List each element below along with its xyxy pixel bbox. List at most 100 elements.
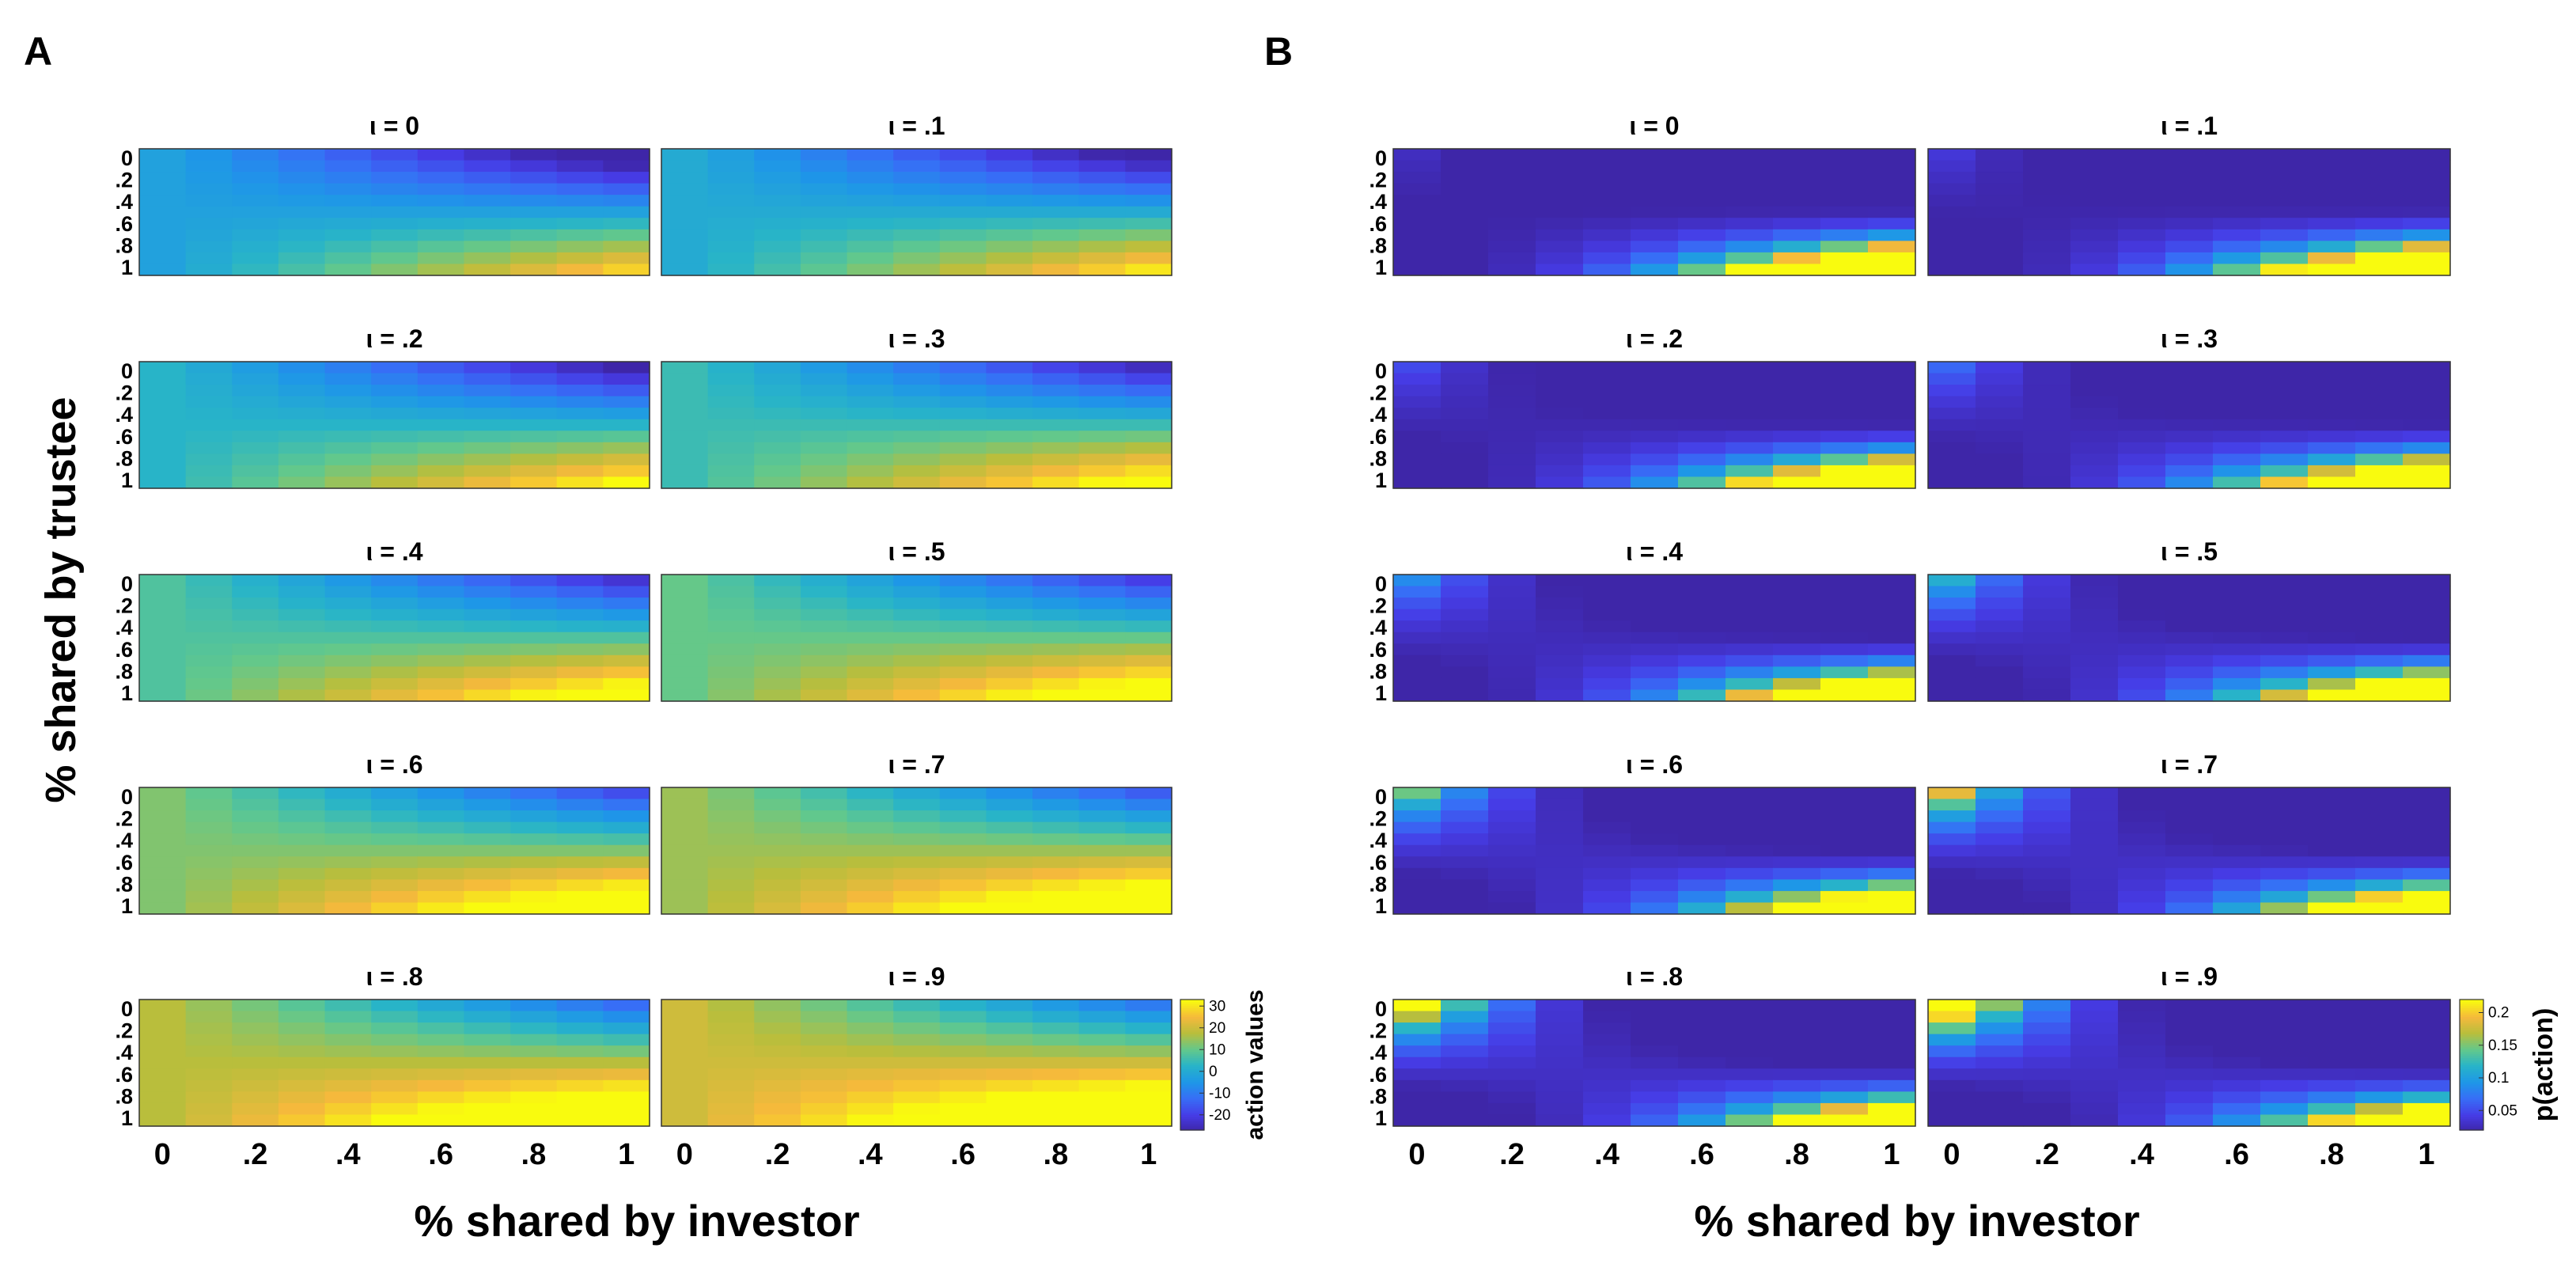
heatmap-cell [1868,1000,1916,1012]
heatmap-cell [1393,654,1441,667]
heatmap-cell [278,183,326,195]
heatmap-cell [661,362,709,374]
heatmap-cell [464,810,511,823]
heatmap-cell [464,476,511,489]
heatmap-cell [707,160,755,173]
heatmap-cell [2260,385,2309,397]
heatmap-cell [371,1079,419,1092]
heatmap-cell [1583,172,1631,184]
heatmap-cell [2308,890,2356,904]
heatmap-cell [417,1091,465,1104]
heatmap-cell [1726,195,1774,207]
colorbar-segment [2460,1113,2483,1116]
colorbar-segment [1180,1047,1204,1050]
heatmap-cell [800,252,848,265]
subplot-title: ι = 0 [1629,112,1679,140]
heatmap-cell [2355,677,2404,691]
heatmap-cell [556,597,604,610]
heatmap-cell [278,632,326,644]
heatmap-cell [185,373,233,385]
heatmap-cell [986,902,1033,915]
heatmap-cell [939,810,987,823]
heatmap-cell [2213,1068,2261,1081]
heatmap-cell [2165,241,2214,253]
heatmap-cell [1726,419,1774,431]
heatmap-cell [1773,1011,1821,1023]
heatmap-cell [464,1011,511,1023]
heatmap-b-iota-9: ι = .90.2.4.6.8 1 [1927,962,2451,1171]
heatmap-cell [754,1045,801,1058]
heatmap-cell [661,442,709,454]
heatmap-cell [417,453,465,466]
heatmap-cell [603,453,650,466]
heatmap-cell [324,1045,372,1058]
heatmap-cell [986,362,1033,374]
heatmap-cell [278,453,326,466]
heatmap-cell [1393,442,1441,454]
heatmap-cell [1583,1068,1631,1081]
heatmap-cell [139,609,187,621]
heatmap-cell [371,1102,419,1116]
heatmap-cell [847,419,894,431]
heatmap-frame [1927,361,2451,489]
heatmap-cell [1631,465,1679,478]
colorbar-frame [1180,999,1205,1131]
heatmap-cell [232,218,279,230]
heatmap-cell [1393,195,1441,207]
heatmap-cell [556,385,604,397]
heatmap-cell [2260,609,2309,621]
heatmap-cell [417,654,465,667]
heatmap-cell [1583,229,1631,241]
heatmap-cell [1583,689,1631,702]
heatmap-cell [1583,396,1631,408]
x-tick-label: .2 [2034,1138,2059,1171]
subplot-title: ι = .8 [1626,962,1683,991]
heatmap-cell [1631,643,1679,656]
colorbar-segment [2460,1017,2483,1020]
heatmap-cell [556,844,604,857]
heatmap-cell [1078,597,1126,610]
heatmap-cell [1536,597,1584,610]
heatmap-cell [1536,902,1584,915]
heatmap-cell [464,890,511,904]
x-tick-label: 1 [1140,1138,1157,1171]
heatmap-cell [464,879,511,892]
heatmap-cell [139,264,187,276]
colorbar-segment [2460,1027,2483,1031]
heatmap-cell [139,654,187,667]
heatmap-cell [278,821,326,834]
heatmap-cell [1583,643,1631,656]
heatmap-cell [2403,1056,2451,1069]
heatmap-cell [847,252,894,265]
heatmap-cell [603,632,650,644]
heatmap-cell [1536,431,1584,443]
heatmap-cell [1726,160,1774,173]
heatmap-cell [232,620,279,633]
heatmap-cell [1773,453,1821,466]
heatmap-cell [1032,431,1080,443]
heatmap-cell [707,1102,755,1116]
heatmap-cell [1678,620,1726,633]
heatmap-cell [2165,689,2214,702]
heatmap-cell [800,666,848,679]
heatmap-cell [232,1011,279,1023]
heatmap-cell [1631,218,1679,230]
heatmap-cell [232,586,279,598]
heatmap-cell [1583,160,1631,173]
heatmap-cell [2118,1056,2166,1069]
heatmap-cell [1032,396,1080,408]
colorbar-segment [1180,1032,1204,1035]
heatmap-cell [1583,385,1631,397]
heatmap-cell [139,1000,187,1012]
heatmap-cell [2165,879,2214,892]
heatmap-cell [185,787,233,800]
heatmap-cell [1868,1068,1916,1081]
heatmap-cell [2118,609,2166,621]
heatmap-cell [510,1079,558,1092]
heatmap-cell [278,1091,326,1104]
heatmap-cell [2118,160,2166,173]
colorbar-segment [2460,1064,2483,1068]
heatmap-cell [185,206,233,218]
heatmap-cell [986,385,1033,397]
heatmap-a-iota-9: ι = .90.2.4.6.8 1 [661,962,1172,1171]
